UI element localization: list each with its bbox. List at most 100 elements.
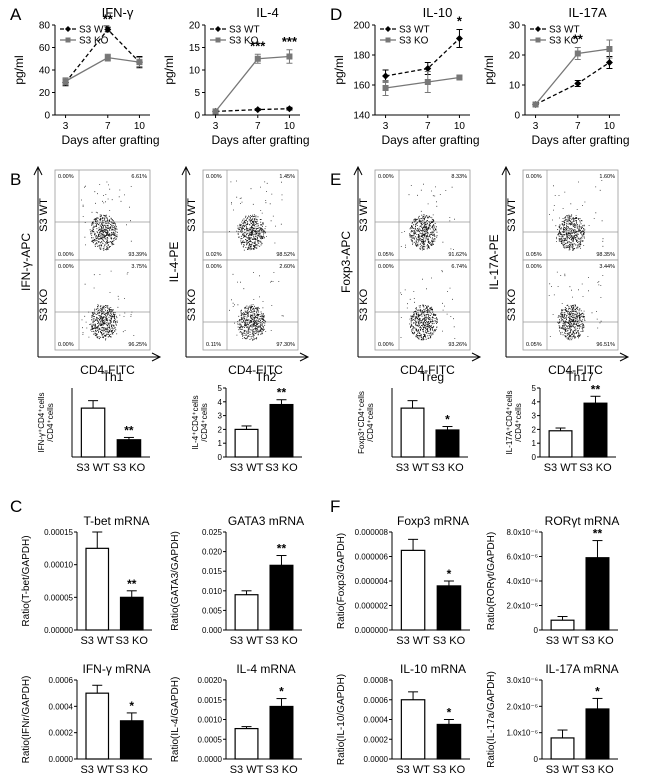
scatter-dots [400,183,455,251]
bar-chart-ifngm: 0.0000 0.0002 0.0004 0.0006 S3 WT S3 KO * IFN-γ… [21,662,152,776]
x-tick-label: S3 WT [546,764,580,776]
significance-mark: ** [591,382,601,396]
data-point [574,80,582,87]
quadrant-value: 6.74% [451,264,467,270]
data-point [456,74,463,81]
legend-entry: S3 KO [229,36,259,47]
data-point [62,78,69,85]
bar-wt [400,699,426,760]
y-tick-label: 0.00000 [44,626,73,635]
row-label: S3 KO [506,288,518,321]
y-tick-label: 20 [189,21,201,32]
bar-ko [269,564,294,631]
x-axis-label: Days after grafting [531,133,629,147]
y-tick-label: 0 [218,453,223,462]
quadrant-value: 0.11% [206,342,221,348]
y-axis-label: Ratio(IL-4/GAPDH) [170,677,181,763]
legend-entry: S3 KO [549,36,579,47]
x-axis-arrow [471,352,482,362]
y-tick-label: 4 [218,398,223,407]
y-axis-label: pg/ml [332,55,346,84]
chart-title: Th17 [566,370,594,384]
bar-chart-il17m: 0 1.0x10⁻⁶ 2.0x10⁻⁶ 3.0x10⁻⁶ S3 WT S3 KO * IL-1… [486,662,619,776]
y-tick-label: 2.0x10⁻⁶ [506,602,538,611]
chart-title: IFN-γ [102,5,134,20]
y-tick-label: 40 [39,66,51,77]
y-tick-label: 3 [218,412,223,421]
y-tick-label: 1.0x10⁻⁶ [506,729,538,738]
x-tick-label: S3 WT [396,462,430,474]
bar-ko [436,585,462,631]
legend-marker [65,37,71,43]
legend-entry: S3 KO [79,36,109,47]
legend-marker [65,26,71,32]
bar-wt [234,594,259,631]
legend-entry: S3 WT [549,25,580,36]
y-axis-label: Foxp3⁺CD4⁺cells [357,391,366,454]
series-line [535,48,610,105]
quadrant-value: 0.00% [526,264,542,270]
significance-mark: * [445,413,450,427]
quadrant-value: 96.51% [596,342,615,348]
x-tick-label: 3 [533,121,539,132]
x-tick-label: S3 WT [80,764,114,776]
quadrant-value: 2.60% [279,264,295,270]
legend-entry: S3 WT [229,25,260,36]
x-axis-label: CD4-FITC [400,363,455,377]
y-tick-label: 0.015 [202,567,223,576]
y-tick-label: 0.0004 [49,702,74,711]
y-tick-label: 0.000002 [355,602,389,611]
row-label: S3 KO [186,288,198,321]
x-tick-label: 7 [105,121,111,132]
data-point [424,65,432,72]
quadrant-value: 0.00% [206,264,222,270]
x-axis-arrow [299,352,310,362]
y-tick-label: 0.005 [202,606,223,615]
y-tick-label: 4 [532,398,537,407]
x-axis-label: Days after grafting [211,133,309,147]
quadrant-value: 3.75% [131,264,147,270]
y-axis-label: Foxp3-APC [339,231,353,293]
significance-mark: *** [282,34,298,49]
x-tick-label: S3 WT [230,462,264,474]
x-tick-label: 10 [134,121,146,132]
y-axis-label: Ratio(T-bet/GAPDH) [21,535,32,626]
y-tick-label: 1 [532,439,537,448]
bar-chart-treg: S3 WT S3 KO * Treg Foxp3⁺CD4⁺cells/CD4⁺cells [357,370,468,474]
x-tick-label: S3 KO [116,635,149,647]
y-axis-label: Ratio(IL-17a/GAPDH) [486,671,497,768]
x-tick-label: S3 KO [116,764,149,776]
scatter-box [374,169,471,261]
quadrant-value: 0.05% [526,342,542,348]
significance-mark: ** [277,542,287,556]
series-line [215,55,290,112]
y-tick-label: 0.0020 [198,676,223,685]
bar-chart-th17: 0 1 2 3 4 5 S3 WT S3 KO **Th17 IL-17A⁺CD4⁺cells/C… [505,370,616,474]
scatter-dots [400,270,456,341]
y-tick-label: 0.0005 [198,735,223,744]
x-tick-label: S3 WT [76,462,110,474]
significance-mark: ** [127,577,137,591]
bar-chart-il4m: 0.0000 0.0005 0.0010 0.0015 0.0020 S3 WT S3 KO… [170,662,302,776]
quadrant-value: 91.62% [448,252,467,258]
series-line [385,76,460,89]
y-tick-label: 0 [532,453,537,462]
bar-chart-tbet: 0.00000 0.00005 0.00010 0.00015 S3 WT S3 KO **… [21,514,152,647]
y-axis-arrow [501,165,511,176]
significance-mark: ** [124,423,134,437]
row-label: S3 WT [358,198,370,232]
legend-marker [385,37,391,43]
y-axis-label: IL-4-PE [167,242,181,283]
y-tick-label: 2 [532,425,537,434]
y-tick-label: 0.00010 [44,561,73,570]
x-tick-label: 10 [454,121,466,132]
y-axis-label: Ratio(IFNr/GAPDH) [21,676,32,764]
x-tick-label: 10 [284,121,296,132]
y-tick-label: 20 [39,88,51,99]
x-tick-label: 7 [255,121,261,132]
significance-mark: ** [103,11,114,26]
series-line [65,56,140,82]
quadrant-value: 0.00% [58,264,74,270]
x-axis-label: CD4-FITC [228,363,283,377]
y-axis-label: Ratio(RORγt/GAPDH) [486,532,497,630]
